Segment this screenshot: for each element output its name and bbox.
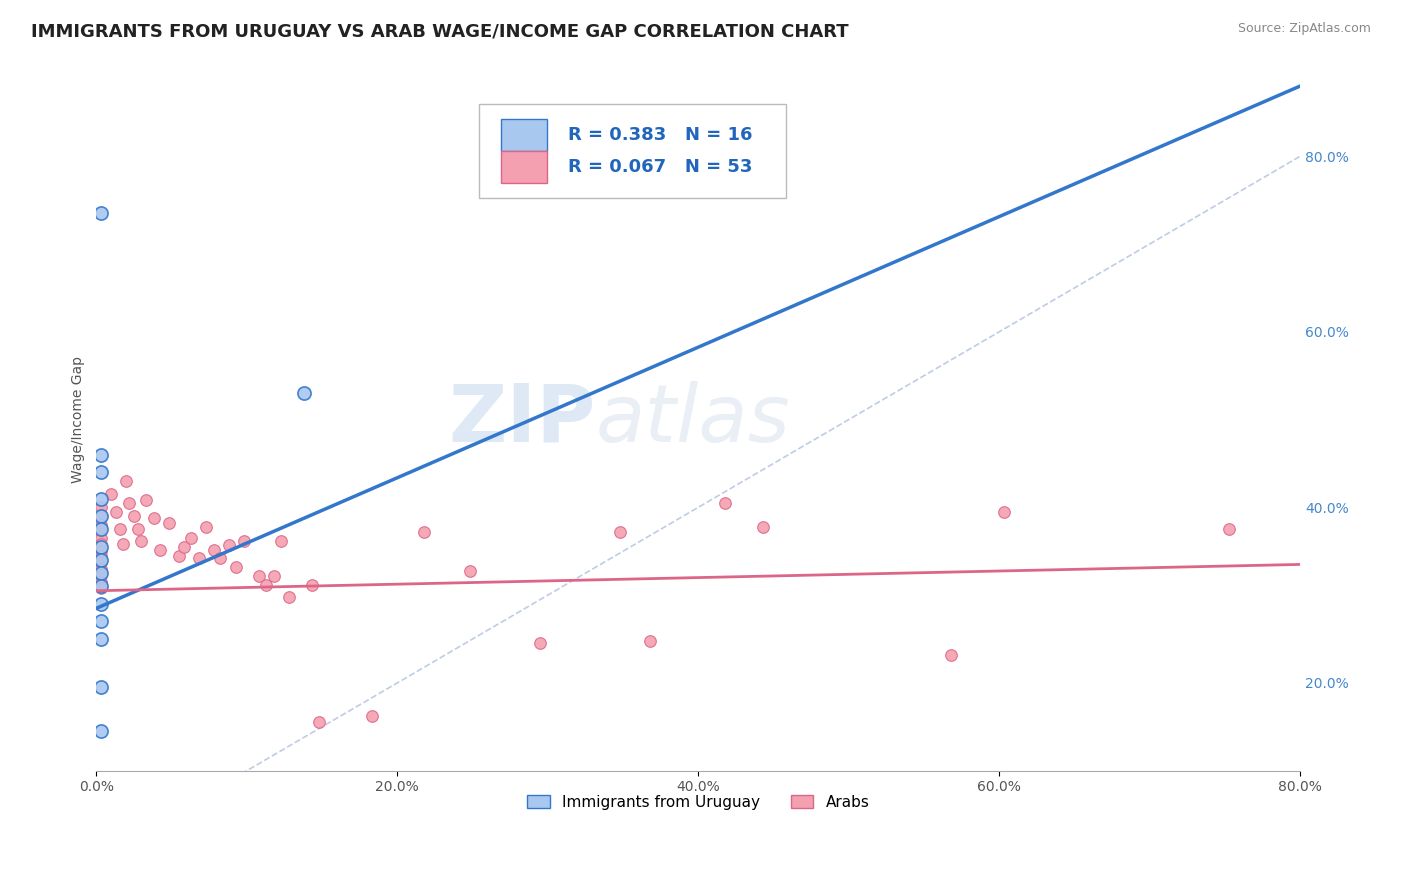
Point bbox=[90, 206, 112, 220]
Point bbox=[90, 566, 112, 581]
Point bbox=[90, 597, 112, 611]
FancyBboxPatch shape bbox=[501, 119, 547, 151]
Point bbox=[270, 533, 292, 548]
Point bbox=[135, 493, 157, 508]
Point bbox=[122, 509, 145, 524]
Point bbox=[195, 519, 218, 533]
Point bbox=[308, 715, 330, 730]
Point bbox=[202, 542, 225, 557]
Point bbox=[90, 562, 112, 576]
Point bbox=[142, 511, 165, 525]
Point bbox=[90, 491, 112, 506]
Point bbox=[110, 522, 132, 536]
Point bbox=[187, 551, 209, 566]
Point bbox=[301, 577, 323, 591]
Point bbox=[180, 531, 202, 545]
Point bbox=[90, 500, 112, 515]
Point bbox=[939, 648, 962, 662]
Point bbox=[90, 681, 112, 695]
Point bbox=[127, 522, 149, 536]
Y-axis label: Wage/Income Gap: Wage/Income Gap bbox=[72, 356, 86, 483]
Point bbox=[118, 496, 141, 510]
Point bbox=[90, 522, 112, 536]
Point bbox=[90, 522, 112, 536]
Point bbox=[167, 549, 190, 563]
Text: R = 0.067   N = 53: R = 0.067 N = 53 bbox=[568, 158, 752, 177]
Point bbox=[752, 519, 775, 533]
Point bbox=[90, 540, 112, 554]
Point bbox=[90, 581, 112, 595]
Point bbox=[993, 505, 1015, 519]
Point bbox=[413, 524, 436, 539]
Point bbox=[263, 569, 285, 583]
Point bbox=[1218, 522, 1240, 536]
Point bbox=[173, 540, 195, 554]
Point bbox=[90, 555, 112, 569]
Point bbox=[278, 590, 301, 604]
Point bbox=[90, 574, 112, 589]
Point bbox=[90, 531, 112, 545]
Point bbox=[115, 474, 138, 488]
Point bbox=[208, 551, 231, 566]
FancyBboxPatch shape bbox=[501, 152, 547, 183]
Point bbox=[458, 564, 481, 578]
Point bbox=[100, 487, 122, 501]
Point bbox=[638, 633, 661, 648]
Point bbox=[90, 724, 112, 739]
Point bbox=[90, 465, 112, 479]
Text: IMMIGRANTS FROM URUGUAY VS ARAB WAGE/INCOME GAP CORRELATION CHART: IMMIGRANTS FROM URUGUAY VS ARAB WAGE/INC… bbox=[31, 22, 849, 40]
Point bbox=[247, 569, 270, 583]
Point bbox=[90, 579, 112, 593]
Point bbox=[90, 568, 112, 582]
Text: atlas: atlas bbox=[596, 381, 790, 458]
Point bbox=[90, 615, 112, 629]
Text: R = 0.383   N = 16: R = 0.383 N = 16 bbox=[568, 126, 752, 144]
Point bbox=[104, 505, 127, 519]
Point bbox=[148, 542, 170, 557]
Text: ZIP: ZIP bbox=[449, 381, 596, 458]
Point bbox=[90, 537, 112, 551]
Point bbox=[90, 549, 112, 563]
Point bbox=[90, 509, 112, 524]
Point bbox=[225, 560, 247, 574]
Point bbox=[292, 386, 315, 401]
Point bbox=[90, 517, 112, 532]
Text: Source: ZipAtlas.com: Source: ZipAtlas.com bbox=[1237, 22, 1371, 36]
Point bbox=[254, 577, 277, 591]
Point bbox=[218, 538, 240, 552]
Point bbox=[90, 509, 112, 524]
Point bbox=[157, 516, 180, 531]
Point bbox=[90, 553, 112, 567]
Point bbox=[112, 537, 135, 551]
Point bbox=[232, 533, 254, 548]
Point bbox=[90, 632, 112, 646]
Point bbox=[360, 709, 382, 723]
Point bbox=[90, 544, 112, 558]
Point bbox=[90, 448, 112, 462]
FancyBboxPatch shape bbox=[479, 103, 786, 198]
Legend: Immigrants from Uruguay, Arabs: Immigrants from Uruguay, Arabs bbox=[520, 789, 876, 815]
Point bbox=[609, 524, 631, 539]
Point bbox=[714, 496, 737, 510]
Point bbox=[131, 533, 153, 548]
Point bbox=[529, 636, 551, 650]
